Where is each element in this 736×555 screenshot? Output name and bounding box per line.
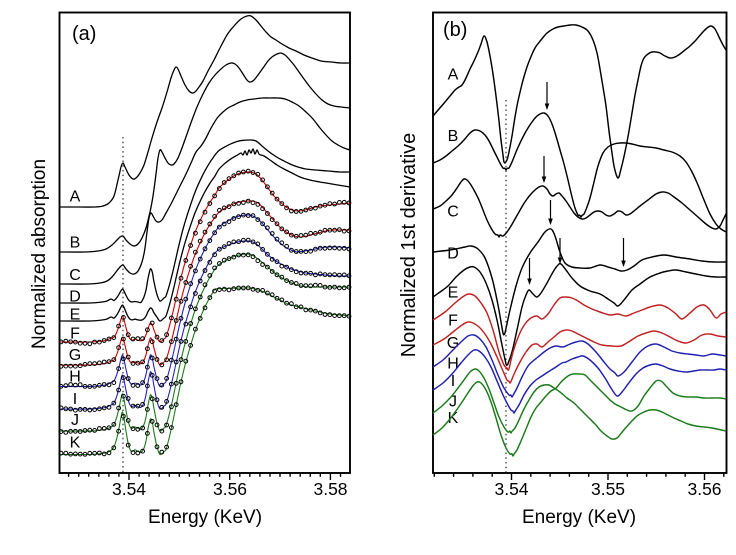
svg-text:F: F: [448, 313, 458, 330]
svg-text:3.55: 3.55: [591, 479, 625, 499]
svg-text:Energy (KeV): Energy (KeV): [522, 507, 636, 528]
svg-text:3.54: 3.54: [112, 479, 146, 499]
svg-text:G: G: [69, 347, 81, 364]
svg-text:Normalized 1st derivative: Normalized 1st derivative: [398, 133, 420, 358]
svg-text:3.54: 3.54: [494, 479, 528, 499]
svg-text:F: F: [70, 326, 80, 343]
svg-text:H: H: [69, 369, 81, 386]
svg-text:I: I: [73, 391, 77, 408]
svg-text:C: C: [447, 204, 459, 221]
svg-text:D: D: [447, 246, 459, 263]
svg-text:K: K: [70, 435, 81, 452]
svg-text:B: B: [70, 235, 81, 252]
svg-text:3.56: 3.56: [687, 479, 721, 499]
svg-text:B: B: [448, 128, 459, 145]
svg-text:Normalized absorption: Normalized absorption: [29, 159, 50, 349]
svg-text:E: E: [448, 285, 459, 302]
svg-text:3.58: 3.58: [313, 479, 347, 499]
svg-text:A: A: [448, 67, 459, 84]
svg-text:3.56: 3.56: [213, 479, 247, 499]
svg-text:D: D: [69, 289, 81, 306]
svg-text:A: A: [70, 189, 81, 206]
svg-text:J: J: [71, 412, 79, 429]
svg-text:I: I: [451, 373, 455, 390]
svg-text:H: H: [447, 356, 459, 373]
svg-text:C: C: [69, 267, 81, 284]
svg-text:(b): (b): [443, 19, 467, 41]
svg-text:J: J: [449, 393, 457, 410]
svg-text:Energy (KeV): Energy (KeV): [148, 507, 262, 528]
svg-text:K: K: [448, 410, 459, 427]
svg-text:(a): (a): [72, 23, 96, 45]
svg-text:E: E: [70, 307, 81, 324]
